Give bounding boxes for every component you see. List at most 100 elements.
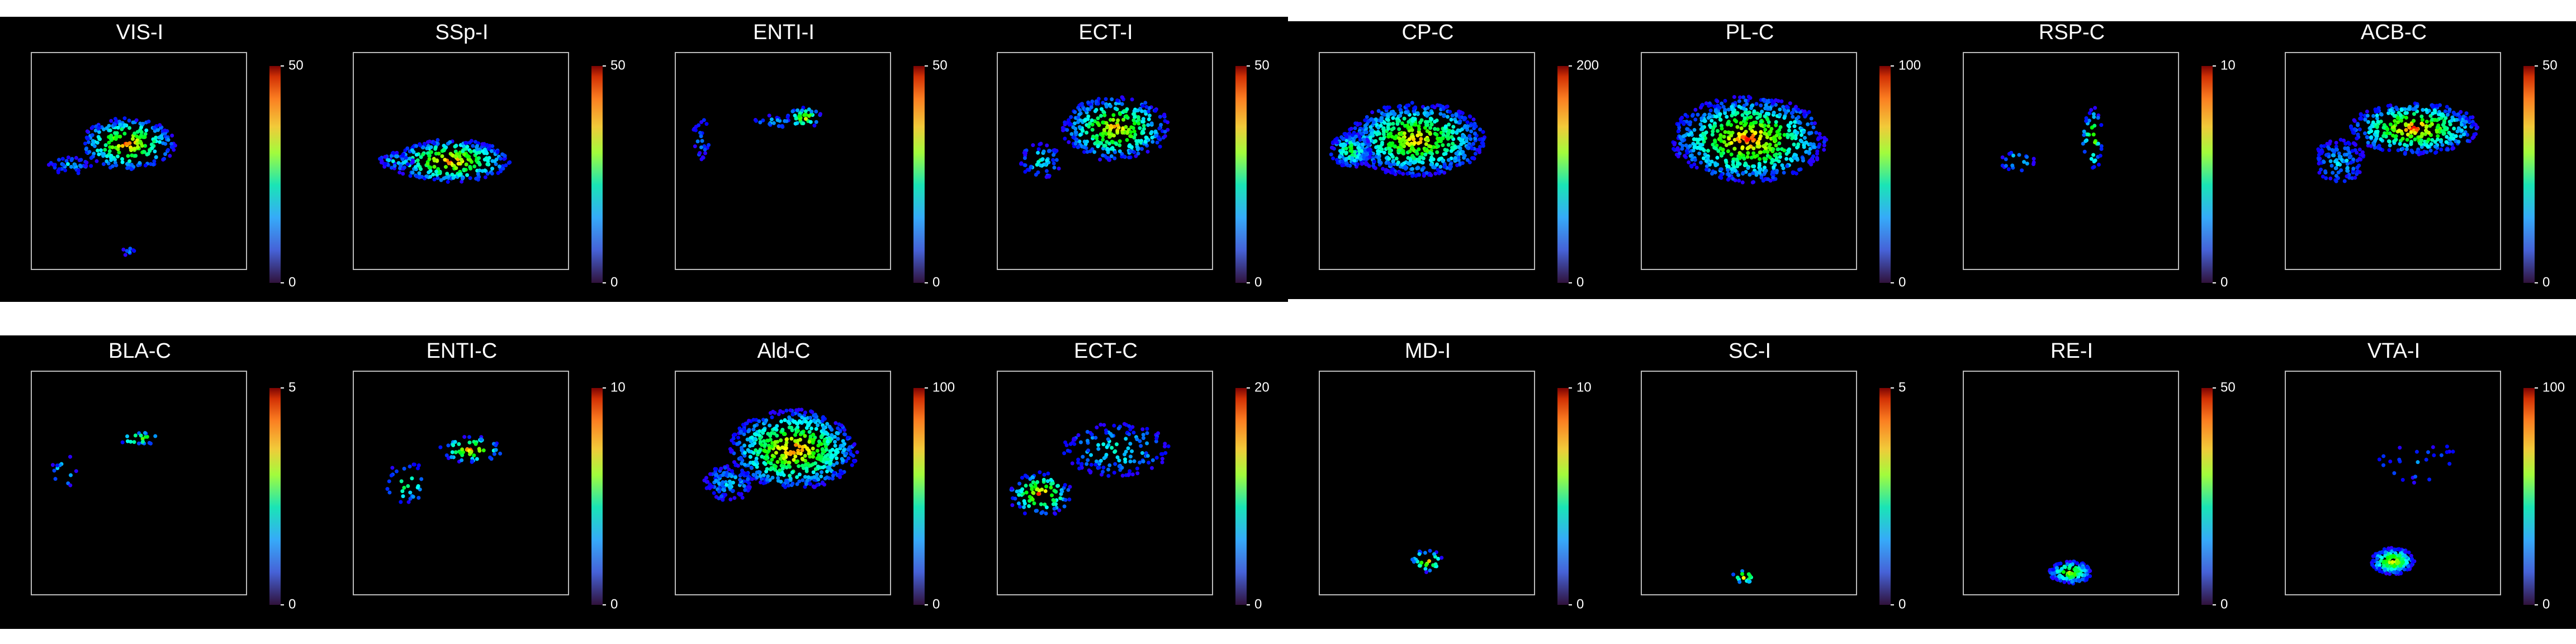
cell-dot xyxy=(120,440,125,444)
cell-dot xyxy=(768,411,773,415)
cell-dot xyxy=(385,487,390,491)
cell-dot xyxy=(1367,155,1372,159)
cell-dot xyxy=(166,138,171,142)
cell-dot xyxy=(1376,149,1380,153)
cell-dot xyxy=(1758,167,1763,172)
cell-dot xyxy=(476,172,480,176)
panel-title: BLA-C xyxy=(108,339,171,363)
cell-dot xyxy=(1364,160,1368,165)
cell-dot xyxy=(2316,147,2321,151)
cell-dot xyxy=(1781,105,1786,109)
cell-dot xyxy=(1788,132,1793,137)
cell-dot xyxy=(1077,125,1082,129)
cell-dot xyxy=(437,151,441,156)
cell-dot xyxy=(1407,137,1412,141)
cell-dot xyxy=(1365,157,1369,161)
cell-dot xyxy=(742,484,746,488)
cell-dot xyxy=(769,466,774,470)
cell-dot xyxy=(723,466,727,470)
cell-dot xyxy=(755,465,759,469)
cell-dot xyxy=(779,438,783,443)
cell-dot xyxy=(2317,157,2321,162)
cell-dot xyxy=(1698,105,1703,110)
cell-dot xyxy=(731,489,735,493)
cell-dot xyxy=(1080,102,1085,106)
cell-dot xyxy=(1062,504,1067,509)
cell-dot xyxy=(1462,154,1467,158)
cell-dot xyxy=(1095,139,1100,144)
cell-dot xyxy=(1340,163,1344,168)
cell-dot xyxy=(719,494,724,499)
cell-dot xyxy=(1756,141,1761,145)
cell-dot xyxy=(1787,147,1792,151)
cell-dot xyxy=(1360,162,1364,166)
cell-dot xyxy=(844,459,849,463)
cell-dot xyxy=(752,432,757,436)
cell-dot xyxy=(1778,155,1782,159)
cell-dot xyxy=(1339,151,1344,155)
cell-dot xyxy=(1110,434,1114,438)
cell-dot xyxy=(135,141,140,146)
cell-dot xyxy=(1807,131,1812,136)
cell-dot xyxy=(2410,557,2414,561)
cell-dot xyxy=(780,466,785,471)
cell-dot xyxy=(406,500,411,504)
cell-dot xyxy=(807,430,812,434)
cell-dot xyxy=(1478,150,1482,154)
cell-dot xyxy=(698,131,702,135)
cell-dot xyxy=(2432,453,2436,457)
cell-dot xyxy=(1751,146,1756,150)
cell-dot xyxy=(1329,152,1333,157)
cell-dot xyxy=(1106,467,1111,472)
cell-dot xyxy=(1433,562,1438,566)
cell-dot xyxy=(1349,143,1354,148)
cell-dot xyxy=(846,447,850,452)
cell-dot xyxy=(1771,175,1775,179)
cell-dot xyxy=(481,448,486,453)
cell-dot xyxy=(402,165,406,169)
cell-dot xyxy=(1718,133,1723,138)
cell-dot xyxy=(1426,106,1430,110)
cell-dot xyxy=(429,145,433,149)
cell-dot xyxy=(812,418,816,423)
cell-dot xyxy=(1700,102,1704,107)
cell-dot xyxy=(830,453,834,457)
cell-dot xyxy=(1419,132,1423,137)
cell-dot xyxy=(1439,169,1443,174)
cell-dot xyxy=(1128,454,1133,459)
cell-dot xyxy=(796,451,801,456)
cell-dot xyxy=(1354,134,1358,139)
cell-dot xyxy=(1112,471,1116,475)
cell-dot xyxy=(1386,142,1391,146)
cell-dot xyxy=(152,125,157,130)
cell-dot xyxy=(797,472,802,477)
cell-dot xyxy=(808,482,812,486)
cell-dot xyxy=(1160,457,1164,461)
cell-dot xyxy=(805,479,809,483)
cell-dot xyxy=(803,462,808,467)
cell-dot xyxy=(1101,442,1106,447)
cell-dot xyxy=(1076,120,1080,125)
cell-dot xyxy=(1791,115,1795,119)
cell-dot xyxy=(2419,134,2424,139)
cell-dot xyxy=(1381,136,1386,141)
cell-dot xyxy=(1708,108,1713,113)
panel-title: SSp-I xyxy=(435,21,488,44)
cell-dot xyxy=(1729,141,1734,145)
cell-dot xyxy=(143,434,148,439)
cell-dot xyxy=(821,465,825,470)
cell-dot xyxy=(153,149,157,154)
cell-dot xyxy=(2412,112,2416,116)
colorbar xyxy=(591,66,603,283)
cell-dot xyxy=(1129,130,1133,134)
cell-dot xyxy=(2386,546,2391,551)
cell-dot xyxy=(1039,502,1043,506)
cell-dot xyxy=(851,453,855,458)
cell-dot xyxy=(2413,137,2417,141)
cell-dot xyxy=(1127,424,1131,428)
cell-dot xyxy=(1731,177,1735,181)
cell-dot xyxy=(1774,143,1778,148)
panel-background xyxy=(2254,21,2576,299)
cell-dot xyxy=(1809,116,1813,121)
